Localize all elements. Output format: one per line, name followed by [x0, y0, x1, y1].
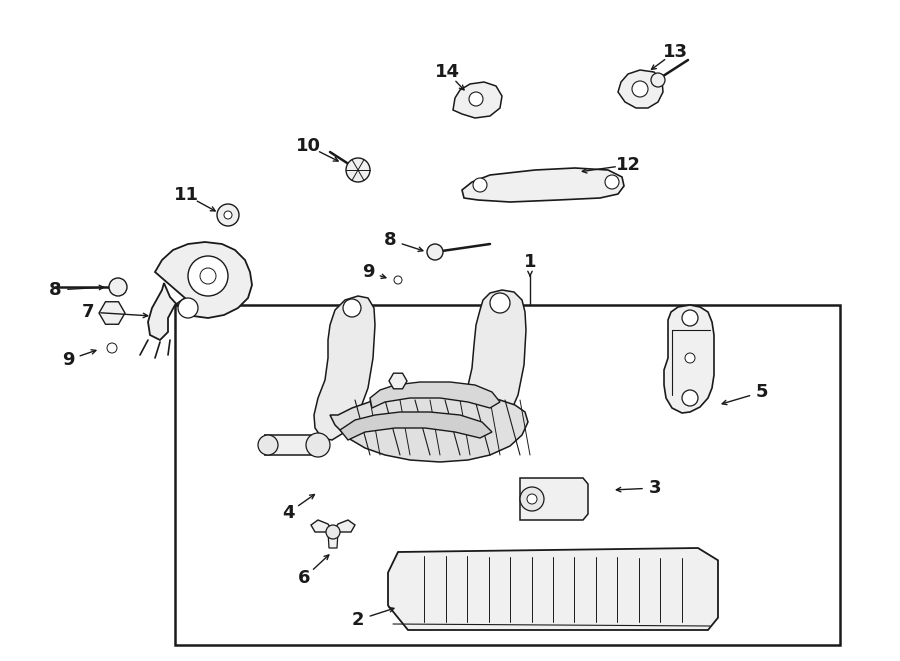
Polygon shape	[388, 548, 718, 630]
Circle shape	[394, 276, 402, 284]
Circle shape	[605, 175, 619, 189]
Circle shape	[217, 204, 239, 226]
Polygon shape	[462, 168, 624, 202]
Circle shape	[188, 256, 228, 296]
Text: 8: 8	[383, 231, 396, 249]
Circle shape	[682, 310, 698, 326]
Circle shape	[469, 92, 483, 106]
Text: 1: 1	[524, 253, 536, 271]
Circle shape	[527, 494, 537, 504]
Circle shape	[473, 178, 487, 192]
Text: 14: 14	[435, 63, 460, 81]
Circle shape	[490, 293, 510, 313]
Text: 8: 8	[49, 281, 61, 299]
Polygon shape	[314, 296, 375, 440]
Polygon shape	[148, 242, 252, 340]
Polygon shape	[664, 305, 714, 413]
Circle shape	[200, 268, 216, 284]
Circle shape	[685, 353, 695, 363]
Circle shape	[224, 211, 232, 219]
Circle shape	[258, 435, 278, 455]
Polygon shape	[333, 520, 355, 532]
Text: 9: 9	[62, 351, 74, 369]
Circle shape	[682, 390, 698, 406]
Circle shape	[346, 158, 370, 182]
Polygon shape	[99, 301, 125, 325]
Circle shape	[632, 81, 648, 97]
Bar	[175, 305, 840, 645]
Circle shape	[651, 73, 665, 87]
Polygon shape	[453, 82, 502, 118]
Circle shape	[326, 525, 340, 539]
Polygon shape	[520, 478, 588, 520]
Circle shape	[427, 244, 443, 260]
Text: 12: 12	[616, 156, 641, 174]
Polygon shape	[389, 373, 407, 389]
Text: 3: 3	[649, 479, 662, 497]
Text: 10: 10	[295, 137, 320, 155]
Polygon shape	[618, 70, 663, 108]
Circle shape	[343, 299, 361, 317]
Polygon shape	[370, 382, 500, 408]
Polygon shape	[330, 393, 528, 462]
Polygon shape	[328, 532, 338, 548]
Text: 9: 9	[362, 263, 374, 281]
Polygon shape	[463, 290, 526, 438]
Circle shape	[306, 433, 330, 457]
Circle shape	[178, 298, 198, 318]
Polygon shape	[311, 520, 333, 532]
Circle shape	[520, 487, 544, 511]
Text: 11: 11	[174, 186, 199, 204]
Text: 5: 5	[756, 383, 769, 401]
Circle shape	[109, 278, 127, 296]
Text: 2: 2	[352, 611, 365, 629]
Text: 6: 6	[298, 569, 310, 587]
Text: 7: 7	[82, 303, 94, 321]
Text: 13: 13	[662, 43, 688, 61]
Polygon shape	[265, 435, 322, 455]
Circle shape	[107, 343, 117, 353]
Text: 4: 4	[282, 504, 294, 522]
Polygon shape	[340, 412, 492, 440]
